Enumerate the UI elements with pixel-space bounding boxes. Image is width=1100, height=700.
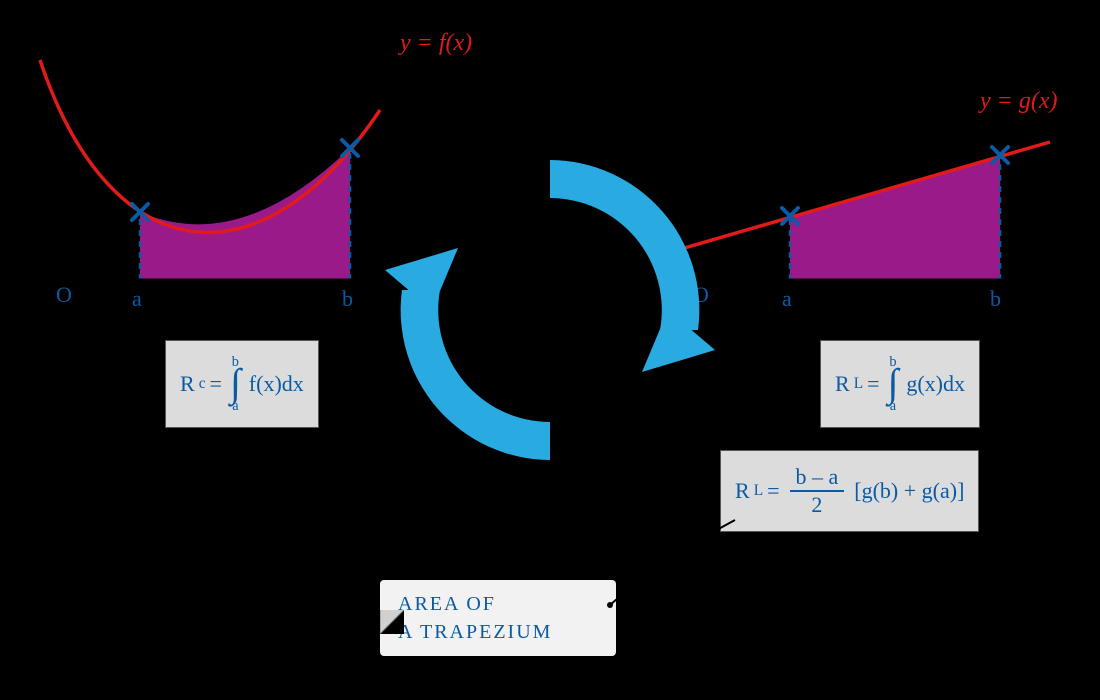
right-shaded-area — [790, 155, 1000, 280]
note-line2: A TRAPEZIUM — [398, 621, 552, 643]
left-curve-label: y = f(x) — [400, 30, 472, 57]
note-line1: AREA OF — [398, 593, 496, 615]
formula-right-1: RL = b ∫ a g(x)dx — [820, 340, 980, 428]
right-curve-label: y = g(x) — [980, 88, 1057, 115]
cycle-arrows — [360, 120, 740, 500]
note-trapezium: AREA OF A TRAPEZIUM — [380, 580, 616, 656]
right-a-label: a — [782, 286, 792, 312]
right-b-label: b — [990, 286, 1001, 312]
left-b-label: b — [342, 286, 353, 312]
left-shaded-area — [140, 148, 350, 280]
left-a-label: a — [132, 286, 142, 312]
connector-line — [600, 510, 800, 630]
left-origin-label: O — [56, 282, 72, 308]
diagram-canvas: y = f(x) O a b y = g(x) O a b — [0, 0, 1100, 700]
formula-left: Rc = b ∫ a f(x)dx — [165, 340, 319, 428]
